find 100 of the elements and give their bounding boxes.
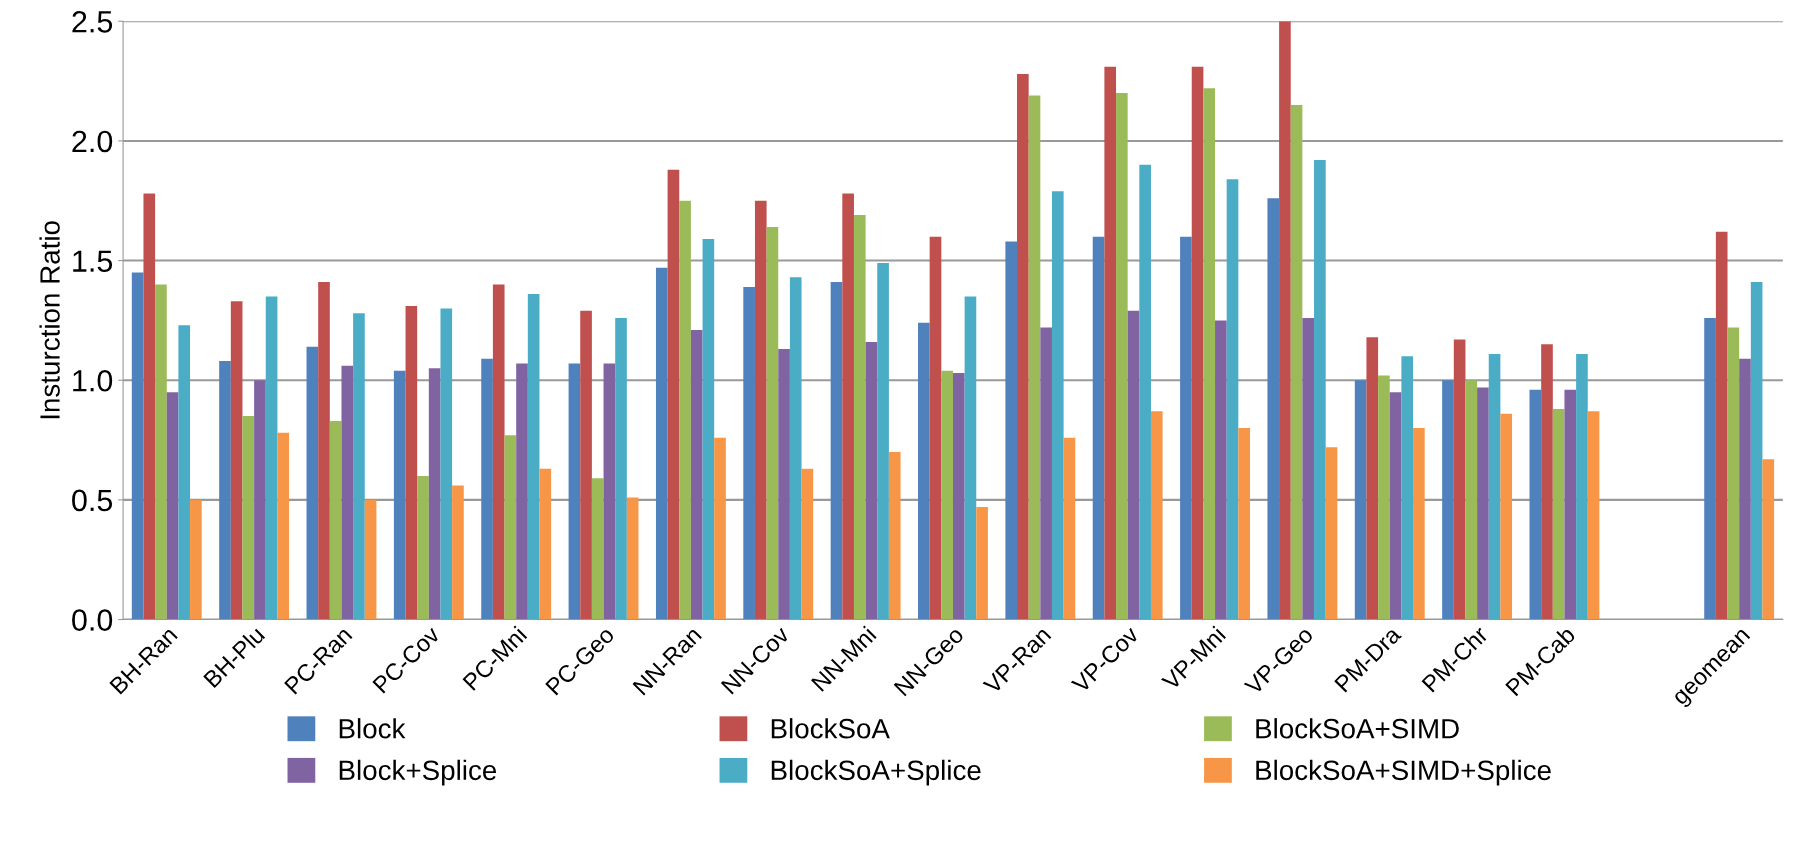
bar <box>452 485 464 620</box>
bar <box>1576 353 1588 620</box>
bar <box>1092 236 1105 620</box>
bar <box>155 284 167 620</box>
y-tick-label: 0.5 <box>72 489 113 512</box>
y-tick-label: 1.5 <box>73 250 113 272</box>
bar <box>1389 392 1402 620</box>
bar <box>219 361 231 620</box>
bar <box>1541 344 1553 620</box>
bar <box>830 282 843 620</box>
bar <box>591 478 604 620</box>
bar <box>1465 380 1478 620</box>
bar <box>1378 375 1390 620</box>
bar <box>178 325 191 620</box>
bar <box>1180 236 1192 620</box>
bar <box>626 497 639 620</box>
bar <box>918 322 930 620</box>
bar <box>131 272 144 620</box>
bar <box>1453 339 1466 620</box>
bar <box>1051 191 1064 620</box>
bar <box>1290 105 1303 620</box>
y-tick-label: 2.0 <box>72 130 113 153</box>
bar <box>842 193 854 620</box>
bar <box>1226 179 1239 620</box>
bar <box>615 318 627 620</box>
bar <box>393 370 406 620</box>
bar <box>1127 310 1140 620</box>
bar <box>492 284 505 620</box>
bar <box>1739 358 1751 620</box>
bar <box>405 306 418 620</box>
bar <box>329 420 342 620</box>
bar <box>190 499 202 620</box>
bar <box>1442 380 1454 620</box>
y-tick-label: 2.5 <box>72 11 113 33</box>
bar <box>1104 66 1117 620</box>
bar <box>440 308 453 620</box>
bar <box>568 363 581 620</box>
bar <box>976 507 988 620</box>
bar <box>1529 389 1542 620</box>
y-tick-label: 0.0 <box>72 609 113 631</box>
bar <box>516 363 528 620</box>
bar <box>341 365 354 620</box>
bar <box>1564 389 1577 620</box>
bar <box>1354 380 1367 620</box>
bar <box>265 296 278 620</box>
bar <box>1704 318 1716 620</box>
bar <box>778 349 790 620</box>
bar <box>1715 231 1728 620</box>
legend-label: BlockSoA+Splice <box>771 759 981 786</box>
bar <box>1150 411 1163 620</box>
bar <box>853 215 866 620</box>
bar <box>1762 459 1775 620</box>
y-tick-label: 1.0 <box>73 369 113 392</box>
bar <box>1325 447 1338 620</box>
bar <box>1413 428 1425 620</box>
bar <box>277 432 290 620</box>
bar <box>242 416 255 620</box>
bar <box>667 169 680 620</box>
bar <box>1750 282 1763 620</box>
bar <box>1028 95 1041 620</box>
bar <box>1727 327 1740 620</box>
legend-label: BlockSoA+SIMD+Splice <box>1256 759 1551 786</box>
bar <box>1552 408 1565 620</box>
bar <box>1366 337 1379 620</box>
legend-label: BlockSoA+SIMD <box>1256 718 1459 739</box>
bar <box>306 346 319 620</box>
bar <box>1017 73 1029 620</box>
bar <box>1063 437 1076 620</box>
bar <box>417 475 429 620</box>
bar <box>714 437 726 620</box>
bar <box>679 200 691 620</box>
bar <box>1314 160 1326 620</box>
bar <box>1203 88 1216 620</box>
bar <box>789 277 802 620</box>
bar <box>166 392 179 620</box>
bar <box>865 341 878 620</box>
bar <box>1116 93 1128 620</box>
bar <box>143 193 156 620</box>
bar <box>877 262 889 620</box>
bar <box>1040 327 1052 620</box>
bar <box>353 313 365 620</box>
bar <box>539 468 552 620</box>
bar <box>1191 66 1204 620</box>
legend-label: Block+Splice <box>339 759 497 786</box>
bar <box>580 310 592 620</box>
bar <box>1587 411 1600 620</box>
bar <box>952 373 965 620</box>
bar <box>230 301 243 620</box>
bar <box>481 358 493 620</box>
bar <box>1401 356 1414 620</box>
bar <box>941 370 953 620</box>
bar <box>1477 387 1489 620</box>
legend-label: Block <box>339 718 406 739</box>
bar <box>743 286 755 620</box>
bar <box>702 239 715 620</box>
bar <box>1238 428 1250 620</box>
bar <box>690 329 703 620</box>
bar <box>1279 21 1291 620</box>
bar <box>527 294 540 620</box>
bar <box>254 380 266 620</box>
